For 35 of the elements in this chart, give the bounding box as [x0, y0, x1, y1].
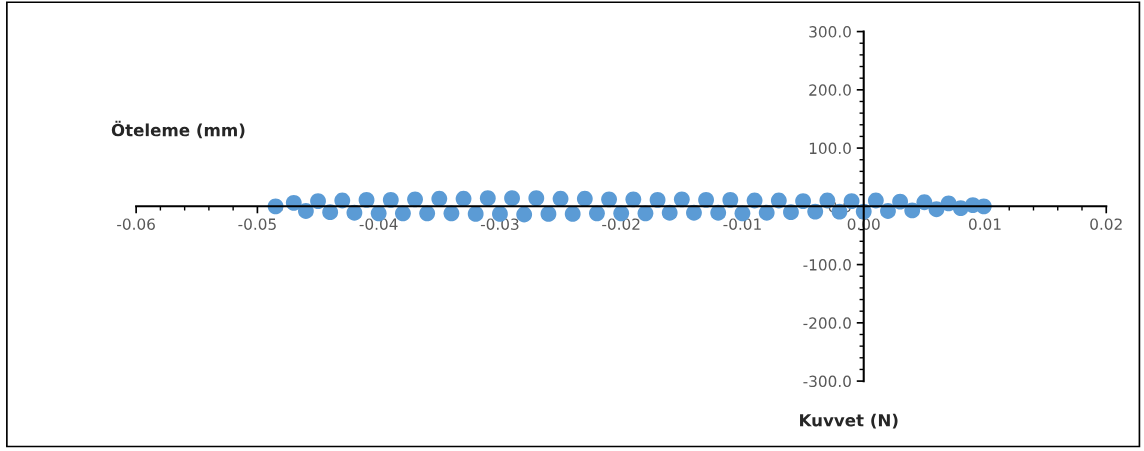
- y-tick-label: -300.0: [803, 375, 851, 388]
- x-tick-label: -0.02: [602, 218, 640, 230]
- x-axis-title: Kuvvet (N): [800, 413, 898, 429]
- point: [540, 205, 557, 222]
- x-tick-label: -0.06: [117, 218, 155, 230]
- point: [419, 205, 436, 222]
- x-tick-label: -0.05: [238, 218, 276, 230]
- y-tick-label: 300.0: [809, 26, 851, 38]
- point: [322, 204, 339, 221]
- point: [407, 191, 423, 208]
- point: [564, 205, 581, 222]
- point: [552, 190, 569, 207]
- x-tick-label: 0.01: [968, 218, 1001, 230]
- y-tick-label: 200.0: [809, 84, 851, 96]
- point: [686, 204, 702, 221]
- point: [807, 203, 824, 220]
- x-tick-label: 0.02: [1090, 218, 1122, 230]
- point: [455, 190, 472, 207]
- point: [479, 190, 496, 207]
- y-tick-label: -200.0: [803, 317, 851, 329]
- point: [504, 190, 520, 207]
- point: [661, 204, 678, 221]
- y-tick-label: -100.0: [803, 259, 851, 271]
- point: [431, 190, 448, 207]
- x-tick-label: -0.04: [359, 218, 398, 230]
- y-axis-title: Öteleme (mm): [111, 120, 245, 139]
- point: [528, 190, 545, 207]
- x-tick-label: -0.03: [480, 218, 519, 230]
- point: [443, 205, 460, 222]
- point: [783, 204, 799, 221]
- x-tick-label: -0.01: [723, 218, 761, 230]
- point: [601, 191, 617, 208]
- point: [576, 190, 593, 207]
- point: [297, 203, 314, 219]
- y-tick-label: 100.0: [809, 142, 851, 155]
